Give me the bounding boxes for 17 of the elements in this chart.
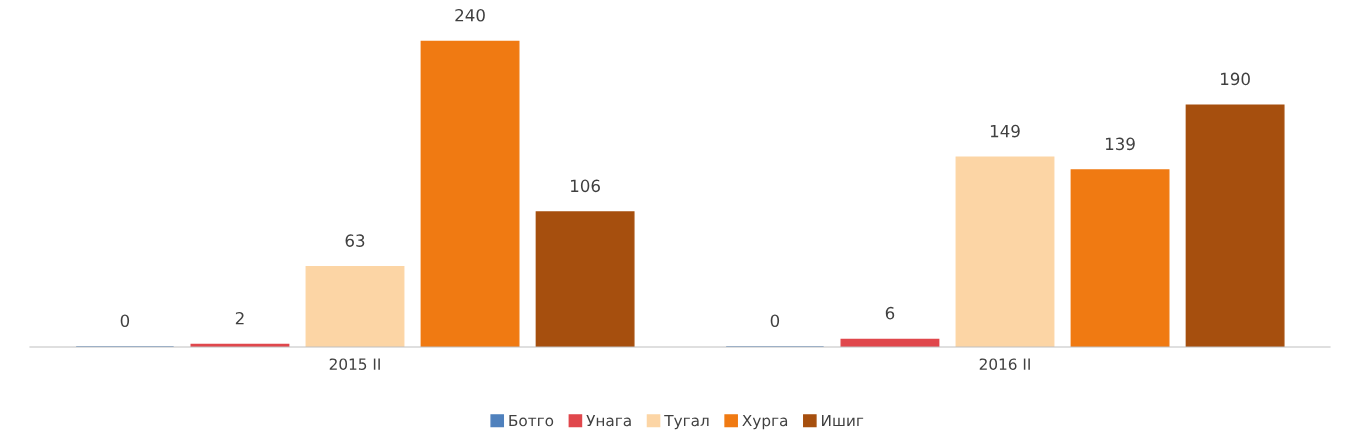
data-label: 149 xyxy=(990,124,1020,138)
legend-label: Ботго xyxy=(509,414,554,427)
data-label: 6 xyxy=(885,306,895,320)
legend-label: Тугал xyxy=(664,414,709,430)
data-label: 63 xyxy=(345,234,365,247)
data-label: 139 xyxy=(1105,137,1135,151)
x-tick-label: 2016 II xyxy=(979,358,1030,370)
data-label: 106 xyxy=(571,179,600,193)
data-label: 240 xyxy=(455,8,485,22)
legend-label: Ишиг xyxy=(822,414,864,427)
data-label: 2 xyxy=(235,311,244,325)
data-label: 0 xyxy=(120,314,130,328)
data-label: 0 xyxy=(770,314,780,328)
legend-label: Хурга xyxy=(742,414,788,430)
x-tick-label: 2015 II xyxy=(329,358,380,370)
legend-label: Унага xyxy=(586,414,631,427)
data-label: 190 xyxy=(1221,72,1250,86)
